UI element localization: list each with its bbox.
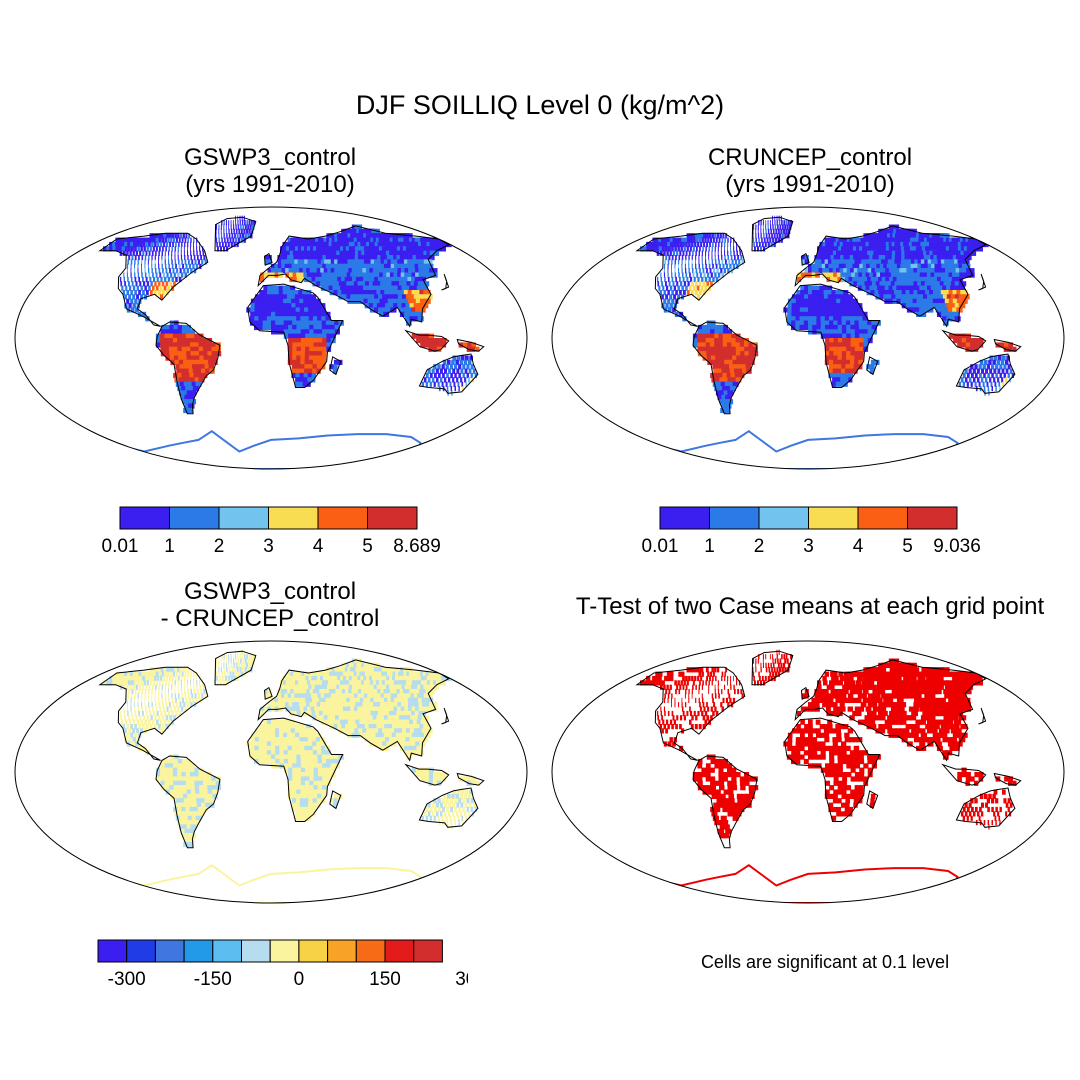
panel-title-line2: - CRUNCEP_control <box>160 605 380 632</box>
colorbar-swatch <box>808 506 859 530</box>
colorbar-label: 4 <box>853 536 864 557</box>
colorbar-label: 4 <box>313 536 324 557</box>
colorbar-swatch <box>241 939 271 963</box>
panel-title-gswp3: GSWP3_control (yrs 1991-2010) <box>21 144 519 198</box>
map-difference <box>14 640 528 904</box>
panel-title-line2: (yrs 1991-2010) <box>185 171 355 198</box>
colorbar-swatch <box>268 506 319 530</box>
colorbar-label: 0 <box>294 969 305 990</box>
colorbar-label: 5 <box>902 536 913 557</box>
panel-title-line1: GSWP3_control <box>183 578 357 605</box>
colorbar-swatch <box>154 939 185 963</box>
colorbar-label: 3 <box>803 536 814 557</box>
colorbar-cruncep: 0.01 1 2 3 4 5 9.036 <box>642 506 981 557</box>
panel-title-line1: CRUNCEP_control <box>707 144 913 171</box>
colorbar-swatch <box>119 506 170 530</box>
map-ttest <box>551 640 1065 904</box>
colorbar-swatch <box>709 506 760 530</box>
colorbar-swatch <box>298 939 329 963</box>
colorbar-swatch <box>384 939 415 963</box>
colorbar-swatch <box>169 506 220 530</box>
colorbar-label: -300 <box>108 969 146 990</box>
colorbar-label: -150 <box>194 969 232 990</box>
colorbar-swatch <box>367 506 418 530</box>
colorbar-label: 150 <box>369 969 401 990</box>
colorbar-swatch <box>212 939 243 963</box>
colorbar-label: 9.036 <box>933 536 981 557</box>
panel-title-cruncep: CRUNCEP_control (yrs 1991-2010) <box>560 144 1060 198</box>
panel-title-line2: (yrs 1991-2010) <box>725 171 895 198</box>
panel-title-line1: GSWP3_control <box>183 144 357 171</box>
colorbar-label: 1 <box>164 536 175 557</box>
colorbar-swatch <box>218 506 269 530</box>
colorbar-label: 8.689 <box>393 536 441 557</box>
colorbar-swatch <box>355 939 386 963</box>
colorbar-swatch <box>907 506 958 530</box>
colorbar-swatch <box>327 939 357 963</box>
colorbar-gswp3: 0.01 1 2 3 4 5 8.689 <box>102 506 441 557</box>
figure-title: DJF SOILLIQ Level 0 (kg/m^2) <box>355 90 725 120</box>
colorbar-label: 2 <box>214 536 225 557</box>
colorbar-label: 0.01 <box>102 536 139 557</box>
colorbar-label: 5 <box>362 536 373 557</box>
map-gswp3 <box>14 206 528 470</box>
colorbar-swatch <box>97 939 128 963</box>
colorbar-swatch <box>659 506 710 530</box>
panel-title-difference: GSWP3_control - CRUNCEP_control <box>21 578 519 632</box>
colorbar-difference: -300 -150 0 150 300 <box>97 939 468 990</box>
map-cruncep <box>551 206 1065 470</box>
significance-note: Cells are significant at 0.1 level <box>700 952 950 972</box>
colorbar-label: 1 <box>704 536 715 557</box>
colorbar-label: 3 <box>263 536 274 557</box>
colorbar-swatch <box>126 939 156 963</box>
colorbar-label: 300 <box>455 969 468 990</box>
colorbar-swatch <box>317 506 368 530</box>
panel-title-ttest: T-Test of two Case means at each grid po… <box>575 593 1045 620</box>
colorbar-label: 0.01 <box>642 536 679 557</box>
colorbar-label: 2 <box>754 536 765 557</box>
colorbar-swatch <box>413 939 443 963</box>
colorbar-swatch <box>269 939 300 963</box>
colorbar-swatch <box>183 939 214 963</box>
colorbar-swatch <box>857 506 908 530</box>
colorbar-swatch <box>758 506 809 530</box>
